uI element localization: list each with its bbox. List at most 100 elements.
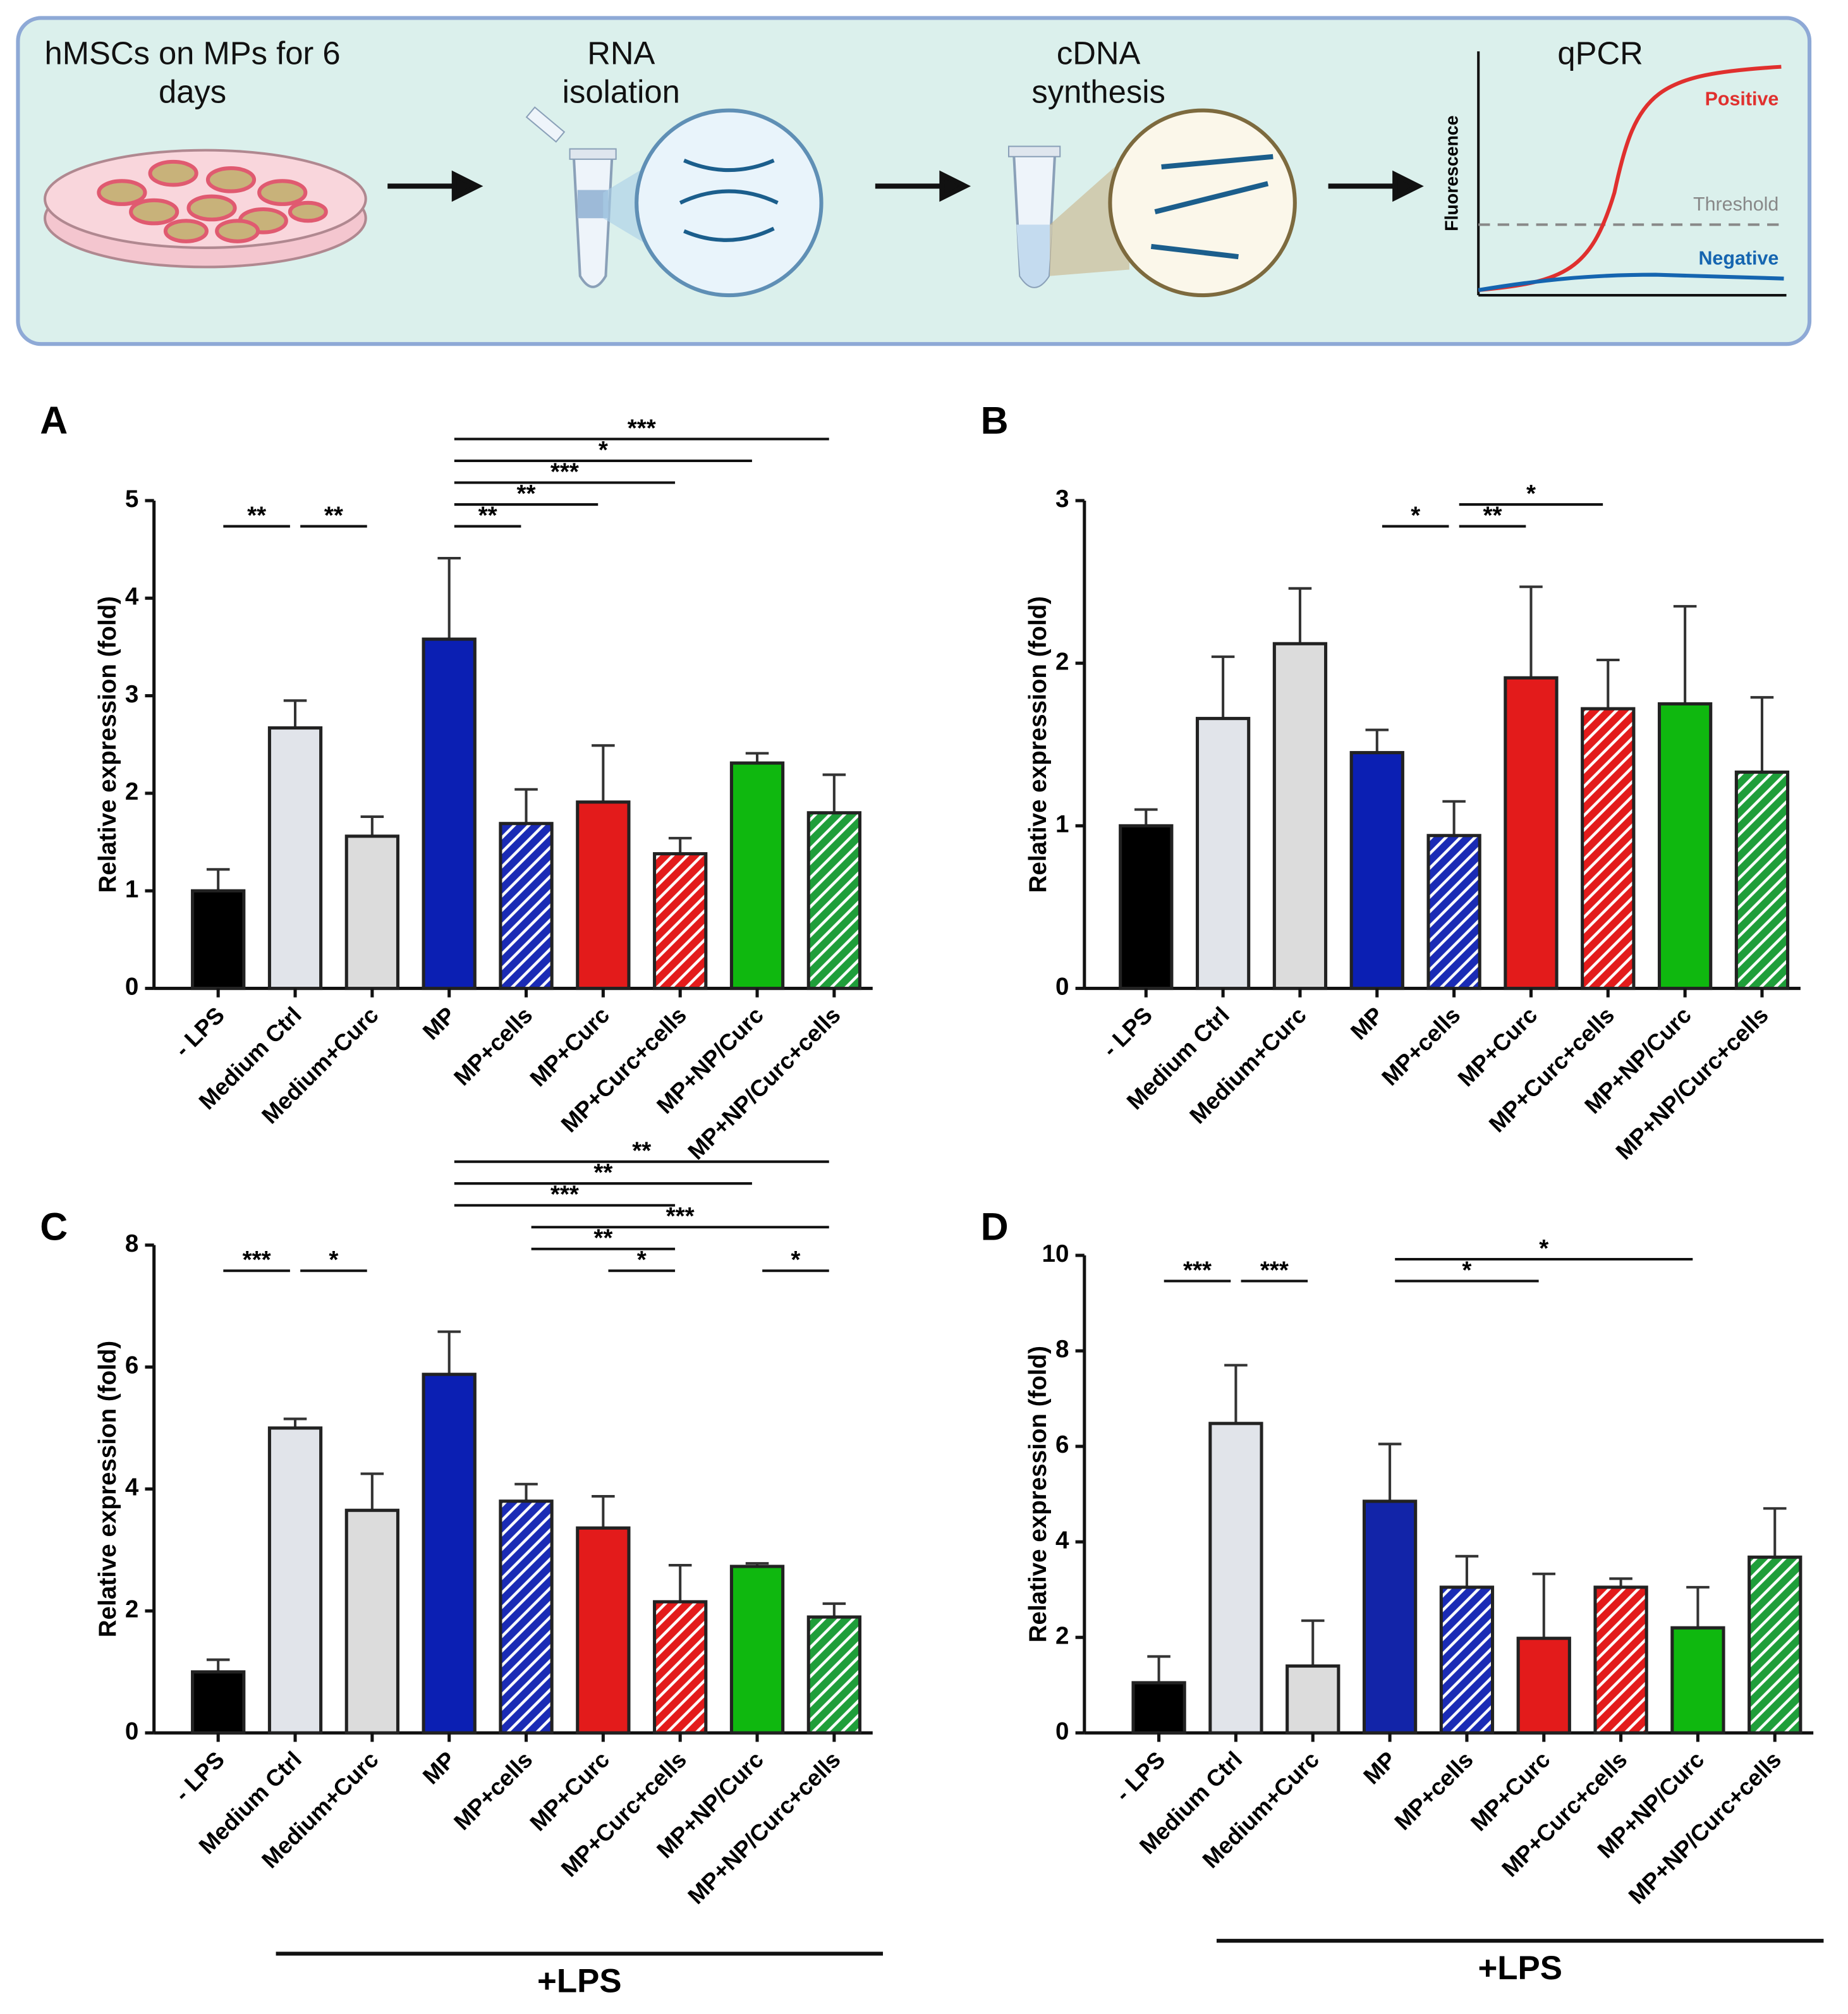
y-tick-label: 1 bbox=[1055, 811, 1069, 838]
bar bbox=[1516, 1637, 1571, 1735]
cdna-tube bbox=[1008, 108, 1297, 298]
significance-label: ** bbox=[593, 1159, 612, 1187]
group-label: +LPS bbox=[537, 1962, 621, 1999]
y-tick-label: 4 bbox=[125, 1474, 139, 1501]
y-tick-label: 2 bbox=[1055, 648, 1069, 675]
significance-label: ** bbox=[247, 502, 266, 529]
axis-label: Fluorescence bbox=[1442, 116, 1462, 231]
group-label: +LPS bbox=[1478, 1950, 1562, 1987]
bar bbox=[1734, 770, 1790, 991]
y-tick-label: 2 bbox=[1055, 1622, 1069, 1649]
y-tick-label: 6 bbox=[125, 1352, 138, 1379]
bar bbox=[1119, 824, 1174, 991]
bar bbox=[267, 1426, 323, 1735]
bar bbox=[191, 1670, 246, 1735]
x-tick-label: - LPS bbox=[169, 1002, 229, 1062]
significance-label: * bbox=[329, 1247, 338, 1274]
step-label: hMSCs on MPs for 6 bbox=[44, 35, 340, 71]
x-tick-label: MP+cells bbox=[1389, 1747, 1478, 1835]
significance-label: * bbox=[1539, 1235, 1548, 1262]
x-tick-label: MP bbox=[1346, 1002, 1389, 1045]
bar bbox=[422, 1372, 477, 1735]
bar bbox=[653, 1600, 708, 1735]
step-label: synthesis bbox=[1031, 73, 1165, 109]
significance-label: ** bbox=[1483, 502, 1502, 529]
rna-tube bbox=[525, 106, 824, 298]
bar bbox=[267, 726, 323, 991]
x-tick-label: MP+NP/Curc+cells bbox=[1624, 1747, 1786, 1909]
x-tick-label: MP+cells bbox=[449, 1002, 537, 1090]
step-label: RNA bbox=[587, 35, 655, 71]
bar bbox=[499, 1499, 554, 1735]
bar bbox=[1439, 1585, 1495, 1735]
y-tick-label: 6 bbox=[1055, 1431, 1069, 1458]
bar bbox=[1131, 1681, 1186, 1735]
bar bbox=[1208, 1422, 1263, 1735]
significance-label: * bbox=[791, 1247, 800, 1274]
bar bbox=[729, 761, 785, 991]
bar bbox=[1593, 1585, 1648, 1735]
x-tick-label: MP+NP/Curc+cells bbox=[683, 1002, 845, 1164]
y-axis-label: Relative expression (fold) bbox=[1024, 1346, 1052, 1643]
bar bbox=[576, 800, 631, 991]
significance-label: * bbox=[1462, 1257, 1471, 1284]
significance-label: * bbox=[637, 1247, 647, 1274]
qpcr-plot bbox=[1477, 51, 1787, 297]
bar bbox=[499, 822, 554, 991]
bar bbox=[422, 637, 477, 991]
petri-dish bbox=[44, 149, 367, 269]
x-tick-label: MP bbox=[418, 1747, 461, 1790]
significance-label: * bbox=[1411, 502, 1420, 529]
bar bbox=[1670, 1626, 1725, 1735]
y-tick-label: 4 bbox=[125, 583, 139, 610]
significance-label: *** bbox=[1183, 1257, 1212, 1284]
bar bbox=[576, 1526, 631, 1735]
significance-label: *** bbox=[666, 1203, 695, 1230]
y-tick-label: 0 bbox=[1055, 973, 1069, 1001]
bar bbox=[1748, 1555, 1802, 1735]
step-label: isolation bbox=[562, 73, 680, 109]
x-tick-label: MP+cells bbox=[1377, 1002, 1465, 1090]
bar bbox=[191, 889, 246, 991]
y-tick-label: 3 bbox=[125, 681, 138, 708]
arrows bbox=[387, 170, 1424, 202]
y-tick-label: 0 bbox=[125, 1718, 138, 1745]
y-tick-label: 8 bbox=[125, 1230, 138, 1257]
bar bbox=[1349, 751, 1404, 991]
y-tick-label: 5 bbox=[125, 485, 138, 513]
significance-label: *** bbox=[550, 1181, 579, 1209]
y-tick-label: 2 bbox=[125, 778, 138, 805]
significance-label: * bbox=[1526, 480, 1536, 508]
y-tick-label: 3 bbox=[1055, 485, 1069, 513]
x-tick-label: MP bbox=[418, 1002, 461, 1045]
bar bbox=[1581, 707, 1636, 991]
y-tick-label: 0 bbox=[125, 973, 138, 1001]
bar bbox=[1657, 702, 1713, 991]
step-label: days bbox=[159, 73, 226, 109]
y-axis-label: Relative expression (fold) bbox=[1024, 596, 1052, 893]
bar bbox=[1272, 642, 1328, 991]
curve-label: Negative bbox=[1698, 247, 1778, 269]
significance-label: ** bbox=[478, 502, 497, 529]
bar bbox=[344, 1508, 400, 1735]
significance-label: *** bbox=[628, 415, 656, 442]
y-tick-label: 2 bbox=[125, 1596, 138, 1623]
bar bbox=[729, 1565, 785, 1735]
significance-label: ** bbox=[324, 502, 343, 529]
x-tick-label: MP+NP/Curc+cells bbox=[683, 1747, 845, 1909]
y-tick-label: 8 bbox=[1055, 1336, 1069, 1363]
panel-label: A bbox=[40, 399, 68, 442]
significance-label: ** bbox=[517, 480, 536, 508]
y-tick-label: 0 bbox=[1055, 1718, 1069, 1745]
significance-label: *** bbox=[243, 1247, 271, 1274]
significance-label: *** bbox=[550, 458, 579, 485]
bar bbox=[1195, 717, 1251, 991]
significance-label: *** bbox=[1260, 1257, 1289, 1284]
x-tick-label: MP+NP/Curc+cells bbox=[1610, 1002, 1773, 1164]
panel-label: B bbox=[981, 399, 1009, 442]
x-tick-label: - LPS bbox=[1110, 1747, 1170, 1807]
